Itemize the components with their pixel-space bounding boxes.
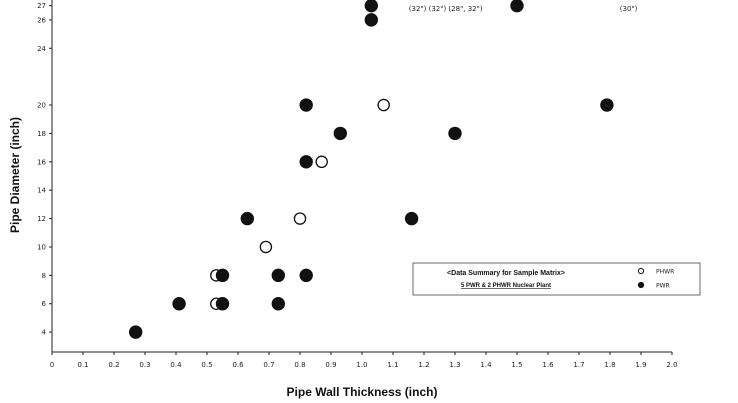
phwr-data-point xyxy=(293,212,307,225)
pwr-data-point xyxy=(271,268,285,283)
pwr-data-point xyxy=(299,155,313,169)
x-tick-label: 1.5 xyxy=(511,361,522,369)
legend-marker-pwr xyxy=(637,281,645,289)
x-axis-label: Pipe Wall Thickness (inch) xyxy=(287,385,438,399)
y-tick-label: 27 xyxy=(37,2,46,10)
y-axis-label: Pipe Diameter (inch) xyxy=(8,117,22,233)
pwr-data-point xyxy=(215,268,230,283)
pwr-data-point xyxy=(129,325,143,339)
x-tick-label: 1.9 xyxy=(635,361,646,369)
legend-box xyxy=(412,262,701,296)
y-tick-label: 18 xyxy=(37,130,46,138)
phwr-data-point xyxy=(259,240,273,254)
y-tick-label: 6 xyxy=(42,300,47,308)
pwr-data-point xyxy=(448,126,462,141)
x-tick-label: 0.7 xyxy=(263,361,274,369)
legend: <Data Summary for Sample Matrix> 5 PWR &… xyxy=(412,262,701,296)
x-tick-label: 0.4 xyxy=(170,361,182,369)
legend-entry-pwr: PWR xyxy=(656,283,670,290)
pwr-data-point xyxy=(404,211,419,226)
x-tick-label: 1.6 xyxy=(542,361,554,369)
x-tick-label: 0.1 xyxy=(77,361,88,369)
x-tick-label: 1.3 xyxy=(449,361,460,369)
y-tick-label: 16 xyxy=(37,158,46,166)
pwr-data-point xyxy=(215,297,230,311)
pwr-data-point xyxy=(299,98,313,112)
x-tick-label: 1.1 xyxy=(387,361,398,369)
pwr-data-point xyxy=(271,297,285,311)
x-tick-label: 1.7 xyxy=(573,361,584,369)
legend-entry-phwr: PHWR xyxy=(656,269,674,276)
pwr-data-point xyxy=(600,98,614,112)
x-tick-label: 1.2 xyxy=(418,361,429,369)
y-tick-label: 24 xyxy=(37,45,46,53)
y-tick-label: 8 xyxy=(42,272,46,280)
x-tick-label: 0 xyxy=(50,361,54,369)
pwr-data-point xyxy=(364,13,378,27)
pwr-data-point xyxy=(299,268,313,283)
phwr-data-point xyxy=(377,98,390,112)
top-annotation: (32") (32") (28", 32") xyxy=(409,5,483,13)
legend-marker-phwr xyxy=(637,267,645,275)
y-tick-label: 20 xyxy=(37,102,46,110)
x-tick-label: 2.0 xyxy=(666,361,677,369)
x-tick-label: 1.8 xyxy=(604,361,615,369)
x-tick-label: 0.9 xyxy=(325,361,336,369)
y-axis: 4 6 8 10 12 14 16 18 20 24 26 27 xyxy=(37,0,53,352)
legend-title: <Data Summary for Sample Matrix> xyxy=(447,270,565,277)
x-tick-label: 0.2 xyxy=(108,361,119,369)
top-annotations: (32") (32") (28", 32") (30") xyxy=(409,5,638,13)
x-tick-label: 1.4 xyxy=(480,361,492,369)
data-points xyxy=(129,0,614,339)
x-tick-label: 1.0 xyxy=(356,361,367,369)
x-tick-label: 0.8 xyxy=(294,361,305,369)
x-tick-label: 0.5 xyxy=(201,361,212,369)
pwr-data-point xyxy=(364,0,378,13)
pwr-data-point xyxy=(333,126,347,141)
pwr-data-point xyxy=(510,0,524,13)
x-tick-label: 0.6 xyxy=(232,361,244,369)
x-axis: 0 0.1 0.2 0.3 0.4 0.5 0.6 0.7 0.8 0.9 1.0 1.1 1.2 1.3… xyxy=(50,351,678,369)
y-tick-label: 14 xyxy=(37,187,46,195)
y-tick-label: 12 xyxy=(37,215,46,223)
y-tick-label: 10 xyxy=(37,243,46,251)
x-tick-label: 0.3 xyxy=(139,361,150,369)
phwr-data-point xyxy=(315,155,328,169)
legend-subtitle: 5 PWR & 2 PHWR Nuclear Plant xyxy=(461,283,551,289)
y-tick-label: 26 xyxy=(37,16,46,24)
top-annotation: (30") xyxy=(620,5,638,13)
pwr-data-point xyxy=(172,297,186,311)
pwr-data-point xyxy=(240,211,255,226)
y-tick-label: 4 xyxy=(42,329,47,337)
